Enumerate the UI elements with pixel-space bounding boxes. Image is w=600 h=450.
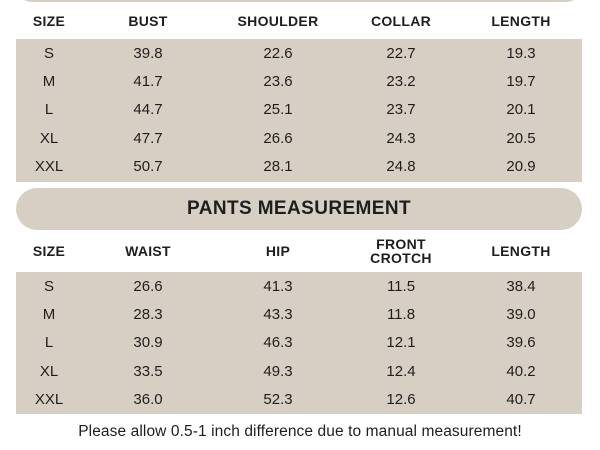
length-cell: 39.6	[506, 334, 536, 352]
header-collar: COLLAR	[370, 13, 432, 29]
shoulder-cell: 26.6	[263, 129, 293, 147]
length-cell: 38.4	[506, 277, 536, 295]
front-crotch-cell: 11.8	[386, 306, 416, 324]
measurement-disclaimer: Please allow 0.5-1 inch difference due t…	[78, 423, 522, 440]
header-shoulder: SHOULDER	[237, 13, 319, 29]
length-cell: 40.7	[506, 391, 536, 409]
size-cell: S	[43, 277, 54, 295]
header-size: SIZE	[32, 13, 66, 29]
header-length: LENGTH	[491, 243, 551, 259]
length-cell: 39.0	[506, 306, 536, 324]
size-cell: L	[44, 101, 54, 119]
size-cell: XL	[39, 362, 59, 380]
table-row: XL 33.5 49.3 12.4 40.2	[16, 357, 582, 385]
length-cell: 20.9	[506, 158, 536, 176]
table-row: XXL 50.7 28.1 24.8 20.9	[16, 153, 582, 181]
collar-cell: 22.7	[386, 44, 416, 62]
size-cell: M	[42, 306, 56, 324]
table-row: L 30.9 46.3 12.1 39.6	[16, 329, 582, 357]
hip-cell: 49.3	[263, 362, 293, 380]
bust-cell: 41.7	[133, 73, 163, 91]
pants-table-header: SIZE WAIST HIP FRONT CROTCH LENGTH	[16, 235, 582, 267]
header-length: LENGTH	[491, 13, 551, 29]
bust-cell: 50.7	[133, 158, 163, 176]
front-crotch-cell: 12.6	[386, 391, 416, 409]
size-cell: S	[43, 44, 54, 62]
hip-cell: 46.3	[263, 334, 293, 352]
shoulder-cell: 22.6	[263, 44, 293, 62]
length-cell: 19.3	[506, 44, 536, 62]
header-size: SIZE	[32, 243, 66, 259]
table-row: XL 47.7 26.6 24.3 20.5	[16, 124, 582, 152]
waist-cell: 28.3	[133, 306, 163, 324]
header-waist: WAIST	[125, 243, 171, 259]
hip-cell: 41.3	[263, 277, 293, 295]
length-cell: 19.7	[506, 73, 536, 91]
size-cell: L	[44, 334, 54, 352]
collar-cell: 23.2	[386, 73, 416, 91]
front-crotch-cell: 11.5	[386, 277, 416, 295]
waist-cell: 33.5	[133, 362, 163, 380]
collar-cell: 23.7	[386, 101, 416, 119]
collar-cell: 24.3	[386, 129, 416, 147]
header-front-crotch: FRONT CROTCH	[342, 237, 460, 265]
table-row: S 39.8 22.6 22.7 19.3	[16, 39, 582, 67]
shoulder-cell: 28.1	[263, 158, 293, 176]
size-cell: XXL	[34, 391, 64, 409]
collar-cell: 24.8	[386, 158, 416, 176]
bust-cell: 39.8	[133, 44, 163, 62]
waist-cell: 30.9	[133, 334, 163, 352]
waist-cell: 26.6	[133, 277, 163, 295]
shoulder-cell: 23.6	[263, 73, 293, 91]
pants-section-title-pill: PANTS MEASUREMENT	[16, 188, 582, 230]
size-cell: M	[42, 73, 56, 91]
table-row: M 41.7 23.6 23.2 19.7	[16, 67, 582, 95]
top-table-body: S 39.8 22.6 22.7 19.3 M 41.7 23.6 23.2 1…	[16, 39, 582, 182]
hip-cell: 43.3	[263, 306, 293, 324]
front-crotch-cell: 12.1	[386, 334, 416, 352]
pants-table-body: S 26.6 41.3 11.5 38.4 M 28.3 43.3 11.8 3…	[16, 272, 582, 414]
size-cell: XXL	[34, 158, 64, 176]
header-bust: BUST	[128, 13, 168, 29]
length-cell: 20.5	[506, 129, 536, 147]
size-cell: XL	[39, 129, 59, 147]
top-section-header-band	[16, 0, 582, 2]
front-crotch-cell: 12.4	[386, 362, 416, 380]
header-crotch-line: CROTCH	[370, 250, 432, 266]
length-cell: 20.1	[506, 101, 536, 119]
top-table-header: SIZE BUST SHOULDER COLLAR LENGTH	[16, 13, 582, 29]
bust-cell: 44.7	[133, 101, 163, 119]
hip-cell: 52.3	[263, 391, 293, 409]
pants-section-title: PANTS MEASUREMENT	[187, 198, 411, 219]
table-row: L 44.7 25.1 23.7 20.1	[16, 96, 582, 124]
header-front-line: FRONT	[376, 236, 426, 252]
length-cell: 40.2	[506, 362, 536, 380]
header-hip: HIP	[265, 243, 291, 259]
table-row: XXL 36.0 52.3 12.6 40.7	[16, 386, 582, 414]
bust-cell: 47.7	[133, 129, 163, 147]
table-row: M 28.3 43.3 11.8 39.0	[16, 300, 582, 328]
waist-cell: 36.0	[133, 391, 163, 409]
shoulder-cell: 25.1	[263, 101, 293, 119]
table-row: S 26.6 41.3 11.5 38.4	[16, 272, 582, 300]
